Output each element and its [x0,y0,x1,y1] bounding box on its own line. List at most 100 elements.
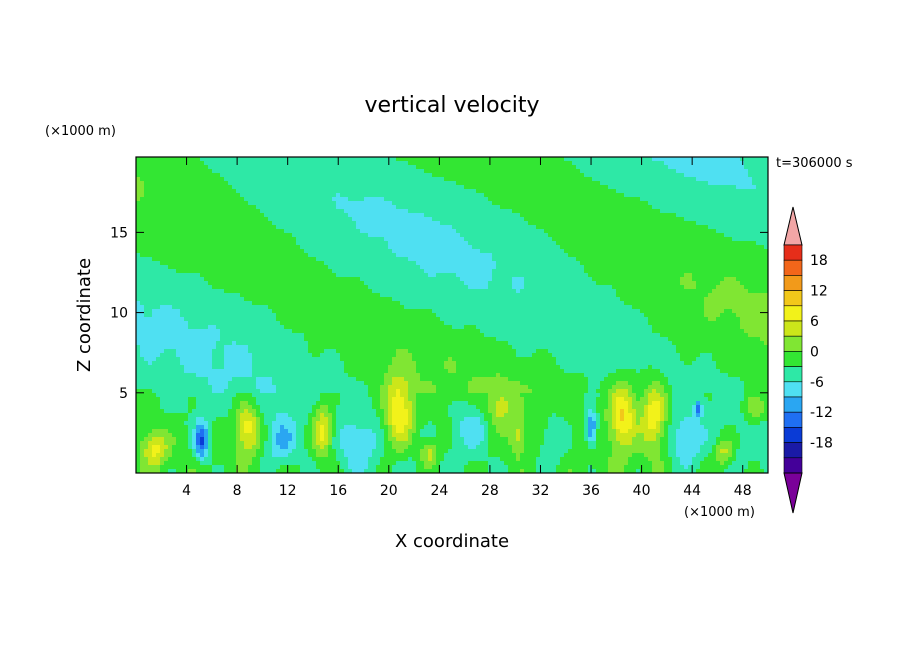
contour-cell [684,189,689,194]
contour-cell [644,253,649,258]
contour-cell [300,241,305,246]
contour-cell [756,193,761,198]
contour-cell [700,173,705,178]
contour-cell [248,197,253,202]
contour-cell [480,253,485,258]
contour-cell [424,177,429,182]
contour-cell [760,269,765,274]
contour-cell [284,273,289,278]
contour-cell [536,205,541,210]
contour-cell [400,245,405,250]
contour-cell [664,245,669,250]
contour-cell [720,229,725,234]
contour-cell [608,169,613,174]
contour-cell [372,277,377,282]
contour-cell [344,157,349,162]
contour-cell [568,165,573,170]
contour-cell [188,265,193,270]
contour-cell [692,249,697,254]
contour-cell [488,269,493,274]
contour-cell [428,233,433,238]
contour-cell [740,277,745,282]
contour-cell [404,225,409,230]
contour-cell [392,189,397,194]
contour-cell [416,249,421,254]
contour-cell [504,261,509,266]
contour-cell [200,165,205,170]
contour-cell [576,165,581,170]
contour-cell [604,181,609,186]
contour-cell [616,233,621,238]
contour-cell [316,157,321,162]
contour-cell [476,177,481,182]
contour-cell [580,177,585,182]
contour-cell [420,157,425,162]
contour-cell [264,161,269,166]
contour-cell [424,205,429,210]
contour-cell [324,193,329,198]
contour-cell [732,173,737,178]
contour-cell [348,281,353,286]
contour-cell [396,201,401,206]
contour-cell [488,233,493,238]
contour-cell [276,269,281,274]
contour-cell [700,209,705,214]
contour-cell [528,265,533,270]
contour-cell [716,189,721,194]
contour-cell [576,157,581,162]
contour-cell [660,165,665,170]
contour-cell [208,213,213,218]
contour-cell [564,173,569,178]
contour-cell [560,185,565,190]
contour-cell [668,201,673,206]
contour-cell [368,197,373,202]
contour-cell [172,161,177,166]
contour-cell [416,189,421,194]
contour-cell [408,261,413,266]
contour-cell [396,265,401,270]
contour-cell [360,253,365,258]
contour-cell [256,277,261,282]
contour-cell [400,241,405,246]
contour-cell [300,265,305,270]
contour-cell [268,225,273,230]
contour-cell [760,185,765,190]
contour-cell [200,161,205,166]
contour-cell [540,229,545,234]
contour-cell [756,209,761,214]
contour-cell [432,217,437,222]
contour-cell [496,273,501,278]
contour-cell [496,169,501,174]
contour-cell [196,233,201,238]
contour-cell [756,273,761,278]
contour-cell [764,161,769,166]
contour-cell [196,169,201,174]
contour-cell [548,245,553,250]
contour-cell [152,269,157,274]
contour-cell [188,217,193,222]
contour-cell [156,189,161,194]
contour-cell [576,177,581,182]
contour-cell [244,233,249,238]
contour-cell [560,189,565,194]
contour-cell [548,173,553,178]
contour-cell [724,269,729,274]
contour-cell [320,165,325,170]
contour-cell [556,233,561,238]
contour-cell [320,185,325,190]
contour-cell [304,181,309,186]
contour-cell [172,217,177,222]
contour-cell [672,245,677,250]
contour-cell [528,189,533,194]
contour-cell [408,221,413,226]
contour-cell [608,257,613,262]
contour-cell [636,249,641,254]
contour-cell [584,241,589,246]
contour-cell [368,177,373,182]
contour-cell [640,249,645,254]
contour-cell [340,269,345,274]
contour-cell [584,229,589,234]
contour-cell [508,281,513,286]
contour-cell [240,237,245,242]
contour-cell [232,273,237,278]
